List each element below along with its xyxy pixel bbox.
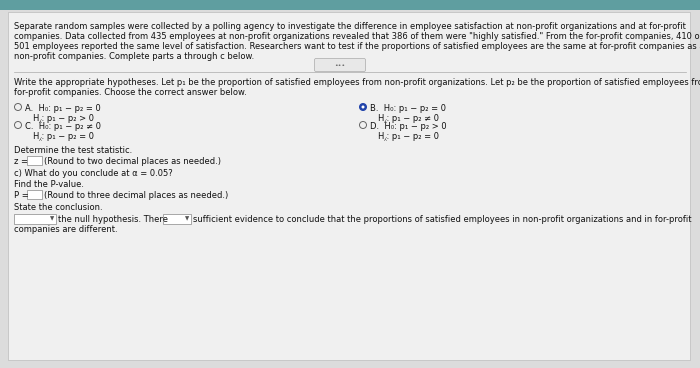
Text: (Round to two decimal places as needed.): (Round to two decimal places as needed.) bbox=[44, 157, 221, 166]
Circle shape bbox=[360, 103, 367, 110]
Text: sufficient evidence to conclude that the proportions of satisfied employees in n: sufficient evidence to conclude that the… bbox=[193, 215, 692, 224]
Text: C.  H₀: p₁ − p₂ ≠ 0: C. H₀: p₁ − p₂ ≠ 0 bbox=[25, 122, 101, 131]
Text: companies. Data collected from 435 employees at non-profit organizations reveale: companies. Data collected from 435 emplo… bbox=[14, 32, 700, 41]
Text: D.  H₀: p₁ − p₂ > 0: D. H₀: p₁ − p₂ > 0 bbox=[370, 122, 447, 131]
Text: B.  H₀: p₁ − p₂ = 0: B. H₀: p₁ − p₂ = 0 bbox=[370, 104, 446, 113]
FancyBboxPatch shape bbox=[27, 190, 42, 199]
Text: •••: ••• bbox=[335, 63, 346, 67]
FancyBboxPatch shape bbox=[8, 12, 690, 360]
Text: H⁁: p₁ − p₂ ≠ 0: H⁁: p₁ − p₂ ≠ 0 bbox=[378, 114, 439, 123]
Text: A.  H₀: p₁ − p₂ = 0: A. H₀: p₁ − p₂ = 0 bbox=[25, 104, 101, 113]
Text: H⁁: p₁ − p₂ = 0: H⁁: p₁ − p₂ = 0 bbox=[33, 132, 94, 141]
Text: P =: P = bbox=[14, 191, 29, 200]
Text: ▼: ▼ bbox=[185, 216, 189, 222]
Text: State the conclusion.: State the conclusion. bbox=[14, 203, 103, 212]
FancyBboxPatch shape bbox=[14, 214, 56, 224]
Text: Find the P-value.: Find the P-value. bbox=[14, 180, 84, 189]
Text: (Round to three decimal places as needed.): (Round to three decimal places as needed… bbox=[44, 191, 228, 200]
Text: H⁁: p₁ − p₂ = 0: H⁁: p₁ − p₂ = 0 bbox=[378, 132, 439, 141]
Text: c) What do you conclude at α = 0.05?: c) What do you conclude at α = 0.05? bbox=[14, 169, 173, 178]
FancyBboxPatch shape bbox=[27, 156, 42, 165]
Text: companies are different.: companies are different. bbox=[14, 225, 118, 234]
Text: z =: z = bbox=[14, 157, 28, 166]
Text: non-profit companies. Complete parts a through c below.: non-profit companies. Complete parts a t… bbox=[14, 52, 254, 61]
Text: for-profit companies. Choose the correct answer below.: for-profit companies. Choose the correct… bbox=[14, 88, 246, 97]
Circle shape bbox=[361, 106, 365, 109]
FancyBboxPatch shape bbox=[314, 59, 365, 71]
Text: 501 employees reported the same level of satisfaction. Researchers want to test : 501 employees reported the same level of… bbox=[14, 42, 700, 51]
FancyBboxPatch shape bbox=[0, 0, 700, 10]
Text: Determine the test statistic.: Determine the test statistic. bbox=[14, 146, 132, 155]
FancyBboxPatch shape bbox=[163, 214, 191, 224]
Text: ▼: ▼ bbox=[50, 216, 54, 222]
Text: Write the appropriate hypotheses. Let p₁ be the proportion of satisfied employee: Write the appropriate hypotheses. Let p₁… bbox=[14, 78, 700, 87]
Text: Separate random samples were collected by a polling agency to investigate the di: Separate random samples were collected b… bbox=[14, 22, 686, 31]
Text: the null hypothesis. There: the null hypothesis. There bbox=[58, 215, 168, 224]
Text: H⁁: p₁ − p₂ > 0: H⁁: p₁ − p₂ > 0 bbox=[33, 114, 94, 123]
